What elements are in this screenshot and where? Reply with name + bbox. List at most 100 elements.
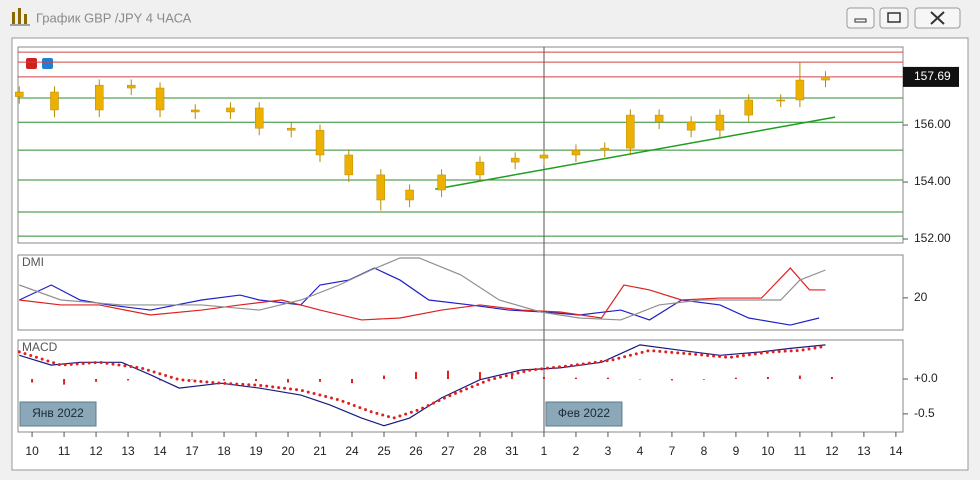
candle-body xyxy=(475,161,485,176)
histogram-bar xyxy=(574,377,577,380)
x-tick-label: 3 xyxy=(605,444,612,458)
x-tick-label: 24 xyxy=(345,444,359,458)
histogram-bar xyxy=(446,370,449,380)
x-tick-label: 21 xyxy=(313,444,327,458)
x-tick-label: 31 xyxy=(505,444,519,458)
candle-body xyxy=(744,99,753,116)
histogram-bar xyxy=(798,375,801,380)
y-tick-label: -0.5 xyxy=(914,406,935,420)
maximize-button[interactable] xyxy=(879,7,909,29)
x-tick-label: 9 xyxy=(733,444,740,458)
minimize-button[interactable] xyxy=(846,7,875,29)
histogram-bar xyxy=(510,375,513,380)
x-tick-label: 12 xyxy=(89,444,103,458)
histogram-bar xyxy=(606,377,609,380)
candle-body xyxy=(190,109,200,113)
x-tick-label: 2 xyxy=(573,444,580,458)
x-tick-label: 10 xyxy=(25,444,39,458)
histogram-bar xyxy=(287,379,290,383)
candle-body xyxy=(155,87,165,111)
date-label-box xyxy=(545,401,623,427)
candle-body xyxy=(50,91,59,111)
candle-body xyxy=(539,154,549,159)
x-tick-label: 27 xyxy=(441,444,455,458)
y-tick-label: 152.00 xyxy=(914,231,951,245)
candle-body xyxy=(510,157,520,163)
candle-body xyxy=(715,114,725,131)
candle-body xyxy=(437,174,446,191)
series-line xyxy=(19,257,826,321)
x-tick-label: 28 xyxy=(473,444,487,458)
x-tick-label: 26 xyxy=(409,444,423,458)
histogram-bar xyxy=(319,379,322,382)
dmi-panel xyxy=(17,254,904,331)
histogram-bar xyxy=(670,379,673,381)
histogram-bar xyxy=(638,379,641,380)
x-tick-label: 11 xyxy=(794,444,807,458)
histogram-bar xyxy=(542,376,545,380)
x-tick-label: 12 xyxy=(825,444,839,458)
candle-body xyxy=(315,129,325,156)
price-panel xyxy=(17,46,904,244)
x-tick-label: 19 xyxy=(249,444,263,458)
last-price-label: 157.69 xyxy=(914,69,951,83)
y-tick-label: 154.00 xyxy=(914,174,951,188)
histogram-bar xyxy=(95,379,98,382)
panel-title: DMI xyxy=(22,255,44,269)
x-tick-label: 10 xyxy=(761,444,775,458)
histogram-bar xyxy=(702,379,705,380)
histogram-bar xyxy=(382,375,385,380)
panel-title: MACD xyxy=(22,340,58,354)
candle-body xyxy=(254,107,264,129)
histogram-bar xyxy=(478,372,481,380)
candle-body xyxy=(226,107,235,113)
x-tick-label: 11 xyxy=(58,444,71,458)
series-line xyxy=(17,344,827,420)
y-tick-label: 156.00 xyxy=(914,117,951,131)
candle-body xyxy=(127,84,136,89)
histogram-bar xyxy=(351,379,354,384)
x-tick-label: 17 xyxy=(185,444,199,458)
histogram-bar xyxy=(127,379,130,381)
x-tick-label: 13 xyxy=(857,444,871,458)
x-tick-label: 13 xyxy=(121,444,135,458)
histogram-bar xyxy=(63,379,66,385)
macd-panel xyxy=(17,339,904,433)
x-tick-label: 25 xyxy=(377,444,391,458)
candle-body xyxy=(344,154,354,176)
date-label: Янв 2022 xyxy=(32,406,84,420)
histogram-bar xyxy=(31,379,34,383)
candle-body xyxy=(686,121,696,131)
panel-toggle[interactable] xyxy=(26,58,53,69)
candle-body xyxy=(600,147,609,151)
y-tick-label: +0.0 xyxy=(914,371,938,385)
histogram-bar xyxy=(766,376,769,380)
app-icon xyxy=(10,8,30,26)
x-tick-label: 4 xyxy=(637,444,644,458)
histogram-bar xyxy=(223,379,226,381)
y-tick-label: 20 xyxy=(914,290,928,304)
last-price-box xyxy=(903,66,959,87)
candle-body xyxy=(821,76,830,81)
candle-body xyxy=(95,84,104,111)
x-tick-label: 7 xyxy=(669,444,676,458)
candle-body xyxy=(15,91,24,97)
histogram-bar xyxy=(830,376,833,380)
histogram-bar xyxy=(734,377,737,380)
histogram-bar xyxy=(255,379,258,382)
x-tick-label: 14 xyxy=(889,444,903,458)
x-tick-label: 8 xyxy=(701,444,708,458)
close-button[interactable] xyxy=(914,7,961,29)
histogram-bar xyxy=(191,379,194,380)
window-title: График GBP /JPY 4 ЧАСА xyxy=(36,10,192,25)
x-tick-label: 20 xyxy=(281,444,295,458)
x-tick-label: 18 xyxy=(217,444,231,458)
series-line xyxy=(19,344,826,427)
x-tick-label: 14 xyxy=(153,444,167,458)
candle-body xyxy=(654,114,664,123)
candle-body xyxy=(571,149,581,156)
candle-body xyxy=(376,174,386,201)
candle-body xyxy=(286,127,296,131)
